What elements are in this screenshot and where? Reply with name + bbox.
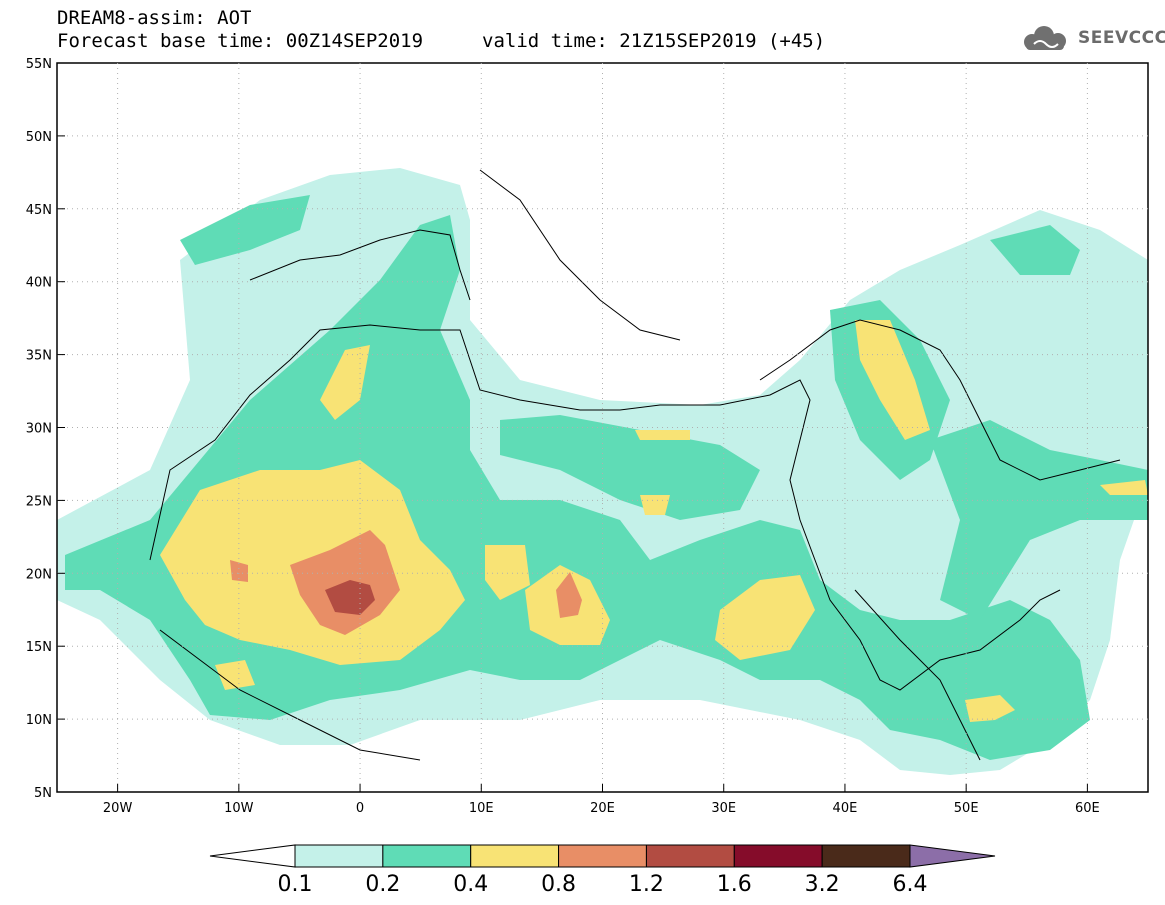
colorbar-label: 6.4 — [893, 872, 928, 897]
map-background — [57, 63, 1148, 792]
lon-tick-label: 10W — [224, 801, 254, 816]
colorbar-label: 1.2 — [629, 872, 664, 897]
colorbar-label: 0.1 — [278, 872, 313, 897]
lon-tick-label: 20W — [103, 801, 133, 816]
colorbar-label: 0.8 — [541, 872, 576, 897]
valid-time: valid time: 21Z15SEP2019 (+45) — [482, 30, 826, 52]
lat-tick-label: 55N — [26, 57, 52, 72]
longitude-labels: 20W 10W 0 10E 20E 30E 40E 50E 60E — [103, 784, 1100, 816]
colorbar-swatch — [470, 844, 560, 868]
lon-tick-label: 20E — [590, 801, 615, 816]
colorbar-label: 1.6 — [717, 872, 752, 897]
colorbar: 0.1 0.2 0.4 0.8 1.2 1.6 3.2 6.4 — [209, 844, 996, 897]
colorbar-swatch — [821, 844, 911, 868]
lon-tick-label: 10E — [469, 801, 494, 816]
latitude-labels: 5N 10N 15N 20N 25N 30N 35N 40N 45N 50N 55N — [26, 57, 65, 801]
colorbar-label: 0.4 — [453, 872, 488, 897]
lat-tick-label: 40N — [26, 276, 52, 291]
aot-level-1.2 — [325, 580, 375, 615]
lat-tick-label: 20N — [26, 567, 52, 582]
lat-tick-label: 5N — [34, 786, 52, 801]
lat-tick-label: 50N — [26, 130, 52, 145]
aot-level-0.1 — [57, 168, 1148, 775]
map-title: DREAM8-assim: AOT — [57, 7, 252, 29]
lat-tick-label: 10N — [26, 713, 52, 728]
map-frame — [56, 62, 1149, 793]
colorbar-swatch — [294, 844, 384, 868]
colorbar-arrow-high — [909, 844, 996, 868]
lon-tick-label: 30E — [711, 801, 736, 816]
colorbar-swatch — [645, 844, 735, 868]
colorbar-swatch — [733, 844, 823, 868]
cloud-logo-icon — [1024, 26, 1066, 50]
lat-tick-label: 35N — [26, 349, 52, 364]
logo-text: SEEVCCC — [1078, 28, 1165, 48]
forecast-base-time: Forecast base time: 00Z14SEP2019 — [57, 30, 424, 52]
colorbar-label: 3.2 — [805, 872, 840, 897]
aot-level-0.8 — [230, 530, 582, 635]
coastlines — [149, 169, 1121, 761]
colorbar-arrow-low — [209, 844, 296, 868]
lat-tick-label: 45N — [26, 203, 52, 218]
gridlines — [57, 63, 1148, 792]
colorbar-swatch — [558, 844, 647, 868]
lat-tick-label: 30N — [26, 422, 52, 437]
lon-tick-label: 60E — [1075, 801, 1100, 816]
lon-tick-label: 50E — [954, 801, 979, 816]
aot-level-0.2 — [65, 195, 1148, 760]
aot-level-0.4 — [160, 320, 1148, 722]
lon-tick-label: 0 — [356, 801, 364, 816]
lat-tick-label: 15N — [26, 640, 52, 655]
lat-tick-label: 25N — [26, 494, 52, 509]
colorbar-label: 0.2 — [365, 872, 400, 897]
colorbar-swatch — [382, 844, 472, 868]
lon-tick-label: 40E — [833, 801, 858, 816]
